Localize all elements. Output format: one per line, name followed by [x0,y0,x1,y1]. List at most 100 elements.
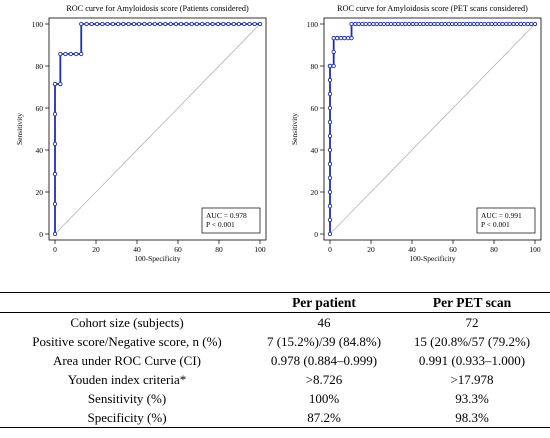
roc-curve-point [374,21,379,27]
roc-curve-point [79,21,84,27]
roc-curve-point [327,147,333,153]
roc-curve-point [460,21,466,27]
y-tick-label: 20 [311,188,319,197]
roc-curve-point [94,21,100,27]
roc-curve-point [345,35,351,41]
roc-curve-point [453,21,459,27]
roc-curve-point [392,21,397,27]
roc-curve-point [335,35,340,41]
roc-curve-point [356,21,361,27]
roc-curve-point [403,21,408,27]
reference-diagonal-line [329,23,536,235]
row-label: Specificity (%) [87,410,167,425]
x-tick-label: 60 [174,245,182,254]
roc-curve-point [252,21,257,27]
roc-curve-point [360,21,365,27]
roc-curve-point [388,21,394,27]
x-tick-label: 60 [449,245,457,254]
roc-curve-point [504,21,509,27]
roc-curve-point [507,21,512,27]
roc-curve-point [110,21,115,27]
roc-curve-point [385,21,390,27]
chart-title: ROC curve for Amyloidosis score (PET sca… [337,4,528,13]
y-tick-label: 100 [32,20,44,29]
roc-curve-point [468,21,473,27]
plot-frame [48,17,267,241]
row-value-per-pet-scan: >17.978 [450,372,494,387]
roc-curve-point [205,21,210,27]
roc-curve-point [58,81,63,87]
y-tick-label: 40 [311,146,319,155]
table-row: Youden index criteria* >8.726 >17.978 [0,370,550,389]
roc-curve-point [100,21,105,27]
roc-curve-point [327,161,333,167]
header-cell-per-patient: Per patient [292,295,356,310]
roc-curve-point [184,21,189,27]
row-label: Area under ROC Curve (CI) [52,353,201,368]
roc-curve-point [327,203,333,209]
table-row: Positive score/Negative score, n (%) 7 (… [0,332,550,351]
table-row: Area under ROC Curve (CI) 0.978 (0.884–0… [0,351,550,370]
roc-curve-point [331,49,336,55]
roc-curve-point [327,217,333,223]
roc-curve-point [496,21,502,27]
y-tick-label: 80 [311,62,319,71]
y-tick-label: 0 [39,230,43,239]
table-header-row: Per patient Per PET scan [0,293,550,313]
table-top-rule [0,292,550,293]
p-value-text: P < 0.001 [206,220,235,229]
roc-curve-point [439,21,444,27]
roc-curve-point [349,35,354,41]
auc-annotation-box [476,207,536,234]
roc-curve-point [79,51,84,57]
roc-curve-point [363,21,369,27]
roc-curve-point [178,21,184,27]
row-label: Sensitivity (%) [87,391,167,406]
roc-curve-point [257,21,263,27]
roc-curve-point [126,21,131,27]
roc-curve-point [168,21,173,27]
roc-curve-point [500,21,505,27]
roc-curve-point [163,21,168,27]
roc-curve-point [353,21,358,27]
roc-curve-point [52,171,58,177]
roc-curve-point [399,21,405,27]
roc-curve-point [367,21,372,27]
roc-curve-point [378,21,383,27]
header-cell-per-pet-scan: Per PET scan [432,295,512,310]
roc-curve-point [105,21,110,27]
y-axis-label: Sensitivity [290,113,299,145]
row-value-per-patient: 100% [308,391,340,406]
roc-curve-point [529,21,534,27]
header-cell-empty [0,293,254,313]
roc-curve-point [532,21,538,27]
roc-curve-point [471,21,477,27]
roc-curve-point [450,21,455,27]
roc-curve-point [446,21,451,27]
roc-curve-point [381,21,387,27]
roc-chart-pet-scans: ROC curve for Amyloidosis score (PET sca… [290,4,542,263]
roc-curve-point [327,189,333,195]
roc-curve-point [421,21,426,27]
auc-value-text: AUC = 0.991 [481,211,522,220]
y-axis-label: Sensitivity [15,113,24,145]
row-value-per-patient: 0.978 (0.884–0.999) [270,353,378,368]
x-tick-label: 20 [367,245,375,254]
reference-diagonal-line [54,23,261,235]
roc-curve-point [221,21,226,27]
roc-curve-point [331,35,336,41]
roc-chart-patients: ROC curve for Amyloidosis score (Patient… [15,4,267,263]
roc-curve-point [52,231,58,237]
roc-curve-point [231,21,236,27]
roc-curve-point [327,231,333,237]
y-tick-label: 20 [36,188,44,197]
x-axis-label: 100-Specificity [134,254,180,263]
roc-curve-point [327,91,333,97]
x-tick-label: 100 [529,245,541,254]
roc-curve-point [147,21,152,27]
roc-curve-point [432,21,437,27]
x-axis-label: 100-Specificity [409,254,455,263]
roc-curve-point [331,63,336,69]
row-value-per-pet-scan: 93.3% [455,391,489,406]
x-tick-label: 40 [408,245,416,254]
